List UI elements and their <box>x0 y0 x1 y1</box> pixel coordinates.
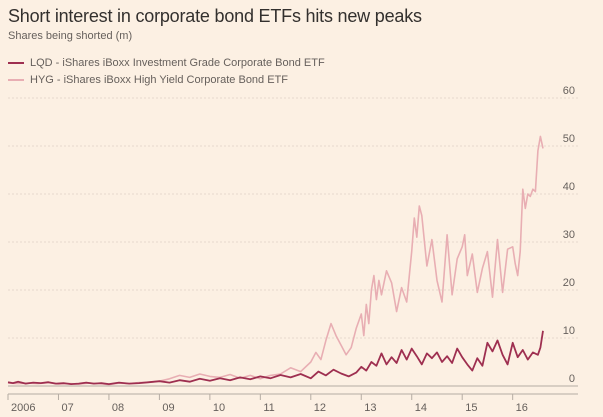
x-tick-label-13: 13 <box>364 402 376 414</box>
y-tick-label-40: 40 <box>563 181 575 193</box>
x-tick-label-09: 09 <box>162 402 174 414</box>
x-tick-label-10: 10 <box>213 402 225 414</box>
legend-label-hyg: HYG - iShares iBoxx High Yield Corporate… <box>30 73 289 86</box>
y-tick-label-50: 50 <box>563 133 575 145</box>
x-tick-label-15: 15 <box>465 402 477 414</box>
series-line-lqd <box>7 330 544 385</box>
x-tick-label-12: 12 <box>314 402 326 414</box>
x-tick-label-14: 14 <box>415 402 427 414</box>
y-tick-label-60: 60 <box>563 85 575 97</box>
x-tick-label-07: 07 <box>61 402 73 414</box>
chart-subtitle: Shares being shorted (m) <box>8 30 133 42</box>
x-tick-label-2006: 2006 <box>11 402 35 414</box>
legend-label-lqd: LQD - iShares iBoxx Investment Grade Cor… <box>30 56 325 69</box>
legend: LQD - iShares iBoxx Investment Grade Cor… <box>8 54 325 88</box>
legend-item-hyg: HYG - iShares iBoxx High Yield Corporate… <box>8 71 325 88</box>
legend-swatch-hyg <box>8 78 24 81</box>
y-tick-label-30: 30 <box>563 229 575 241</box>
y-tick-label-0: 0 <box>569 373 575 385</box>
x-tick-label-11: 11 <box>263 402 274 414</box>
legend-swatch-lqd <box>8 61 24 64</box>
legend-item-lqd: LQD - iShares iBoxx Investment Grade Cor… <box>8 54 325 71</box>
x-tick-label-16: 16 <box>516 402 528 414</box>
x-tick-label-08: 08 <box>112 402 124 414</box>
y-tick-label-10: 10 <box>563 325 575 337</box>
series-line-hyg <box>7 135 544 386</box>
y-tick-label-20: 20 <box>563 277 575 289</box>
chart-title: Short interest in corporate bond ETFs hi… <box>8 6 422 26</box>
